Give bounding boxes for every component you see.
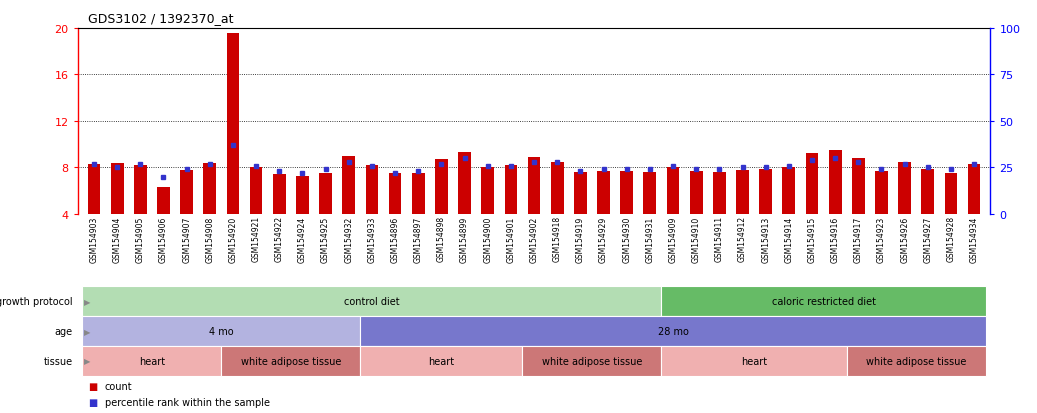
Bar [412,174,424,214]
Text: tissue: tissue [44,356,73,366]
Bar [458,153,471,214]
Text: white adipose tissue: white adipose tissue [241,356,341,366]
Bar [597,171,610,214]
Bar [783,168,795,214]
Bar [736,170,749,214]
Bar [667,168,679,214]
Bar [806,154,818,214]
Text: growth protocol: growth protocol [0,297,73,306]
Bar [945,174,957,214]
Bar [157,188,170,214]
Bar [297,176,309,214]
Text: percentile rank within the sample: percentile rank within the sample [105,397,270,407]
Bar [227,33,240,214]
Text: heart: heart [139,356,165,366]
Text: 4 mo: 4 mo [209,326,233,336]
Bar [644,173,656,214]
Bar [574,173,587,214]
Text: GDS3102 / 1392370_at: GDS3102 / 1392370_at [88,12,233,25]
Bar [922,169,934,214]
Bar [273,175,285,214]
Text: ▶: ▶ [84,356,90,366]
Text: control diet: control diet [344,297,399,306]
Bar [366,166,379,214]
Bar [759,169,772,214]
Text: heart: heart [741,356,767,366]
Bar [481,168,494,214]
Text: ▶: ▶ [84,327,90,336]
Text: white adipose tissue: white adipose tissue [866,356,966,366]
Bar [180,170,193,214]
Text: white adipose tissue: white adipose tissue [541,356,642,366]
Bar [87,164,101,214]
Text: caloric restricted diet: caloric restricted diet [772,297,875,306]
Bar [111,164,123,214]
Bar [203,164,216,214]
Text: 28 mo: 28 mo [657,326,689,336]
Text: age: age [55,326,73,336]
Bar [436,160,448,214]
Text: count: count [105,381,133,391]
Bar [968,164,981,214]
Text: ■: ■ [88,381,97,391]
Text: heart: heart [428,356,454,366]
Text: ■: ■ [88,397,97,407]
Bar [852,159,865,214]
Bar [389,174,401,214]
Bar [713,173,726,214]
Text: ▶: ▶ [84,297,90,306]
Bar [620,171,633,214]
Bar [342,157,355,214]
Bar [829,151,841,214]
Bar [528,157,540,214]
Bar [250,168,262,214]
Bar [690,171,702,214]
Bar [134,166,146,214]
Bar [505,166,517,214]
Bar [898,162,912,214]
Bar [319,174,332,214]
Bar [551,162,563,214]
Bar [875,171,888,214]
